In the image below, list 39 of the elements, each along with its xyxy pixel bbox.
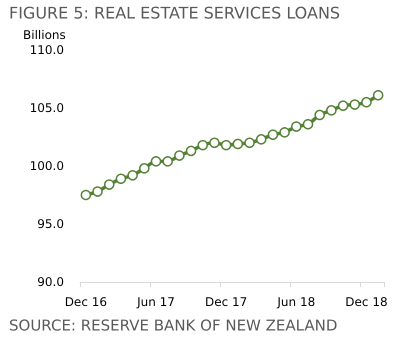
source-note: SOURCE: RESERVE BANK OF NEW ZEALAND xyxy=(9,316,338,334)
point xyxy=(232,138,244,150)
y-tick-label: 105.0 xyxy=(30,101,64,115)
point xyxy=(350,99,360,110)
point xyxy=(314,110,325,120)
point xyxy=(279,127,290,138)
point xyxy=(104,179,114,190)
point xyxy=(92,186,103,197)
y-tick-label: 110.0 xyxy=(30,43,64,57)
point xyxy=(162,156,173,167)
point xyxy=(209,138,220,148)
point xyxy=(80,190,92,200)
y-tick-label: 100.0 xyxy=(30,159,64,173)
point xyxy=(174,150,185,161)
point xyxy=(186,146,196,156)
x-tick-label: Dec 16 xyxy=(64,295,107,309)
point xyxy=(127,170,138,181)
point xyxy=(372,90,384,100)
point xyxy=(268,129,278,140)
point xyxy=(139,163,150,174)
point xyxy=(361,96,372,108)
x-tick-label: Dec 17 xyxy=(205,295,248,309)
point xyxy=(338,100,348,111)
point xyxy=(256,134,266,145)
point xyxy=(116,174,126,184)
point xyxy=(198,140,208,150)
y-tick-label: 90.0 xyxy=(37,275,64,289)
point xyxy=(302,118,314,130)
point xyxy=(150,156,162,167)
point xyxy=(244,138,255,148)
x-tick-label: Jun 17 xyxy=(136,295,175,309)
y-tick-label: 95.0 xyxy=(37,217,64,231)
chart-title: FIGURE 5: REAL ESTATE SERVICES LOANS xyxy=(9,4,340,22)
x-tick-label: Jun 18 xyxy=(276,295,316,309)
point xyxy=(291,121,302,132)
point xyxy=(220,140,232,150)
x-tick-label: Dec 18 xyxy=(345,295,388,309)
point xyxy=(326,105,337,116)
y-axis-title: Billions xyxy=(23,28,66,42)
